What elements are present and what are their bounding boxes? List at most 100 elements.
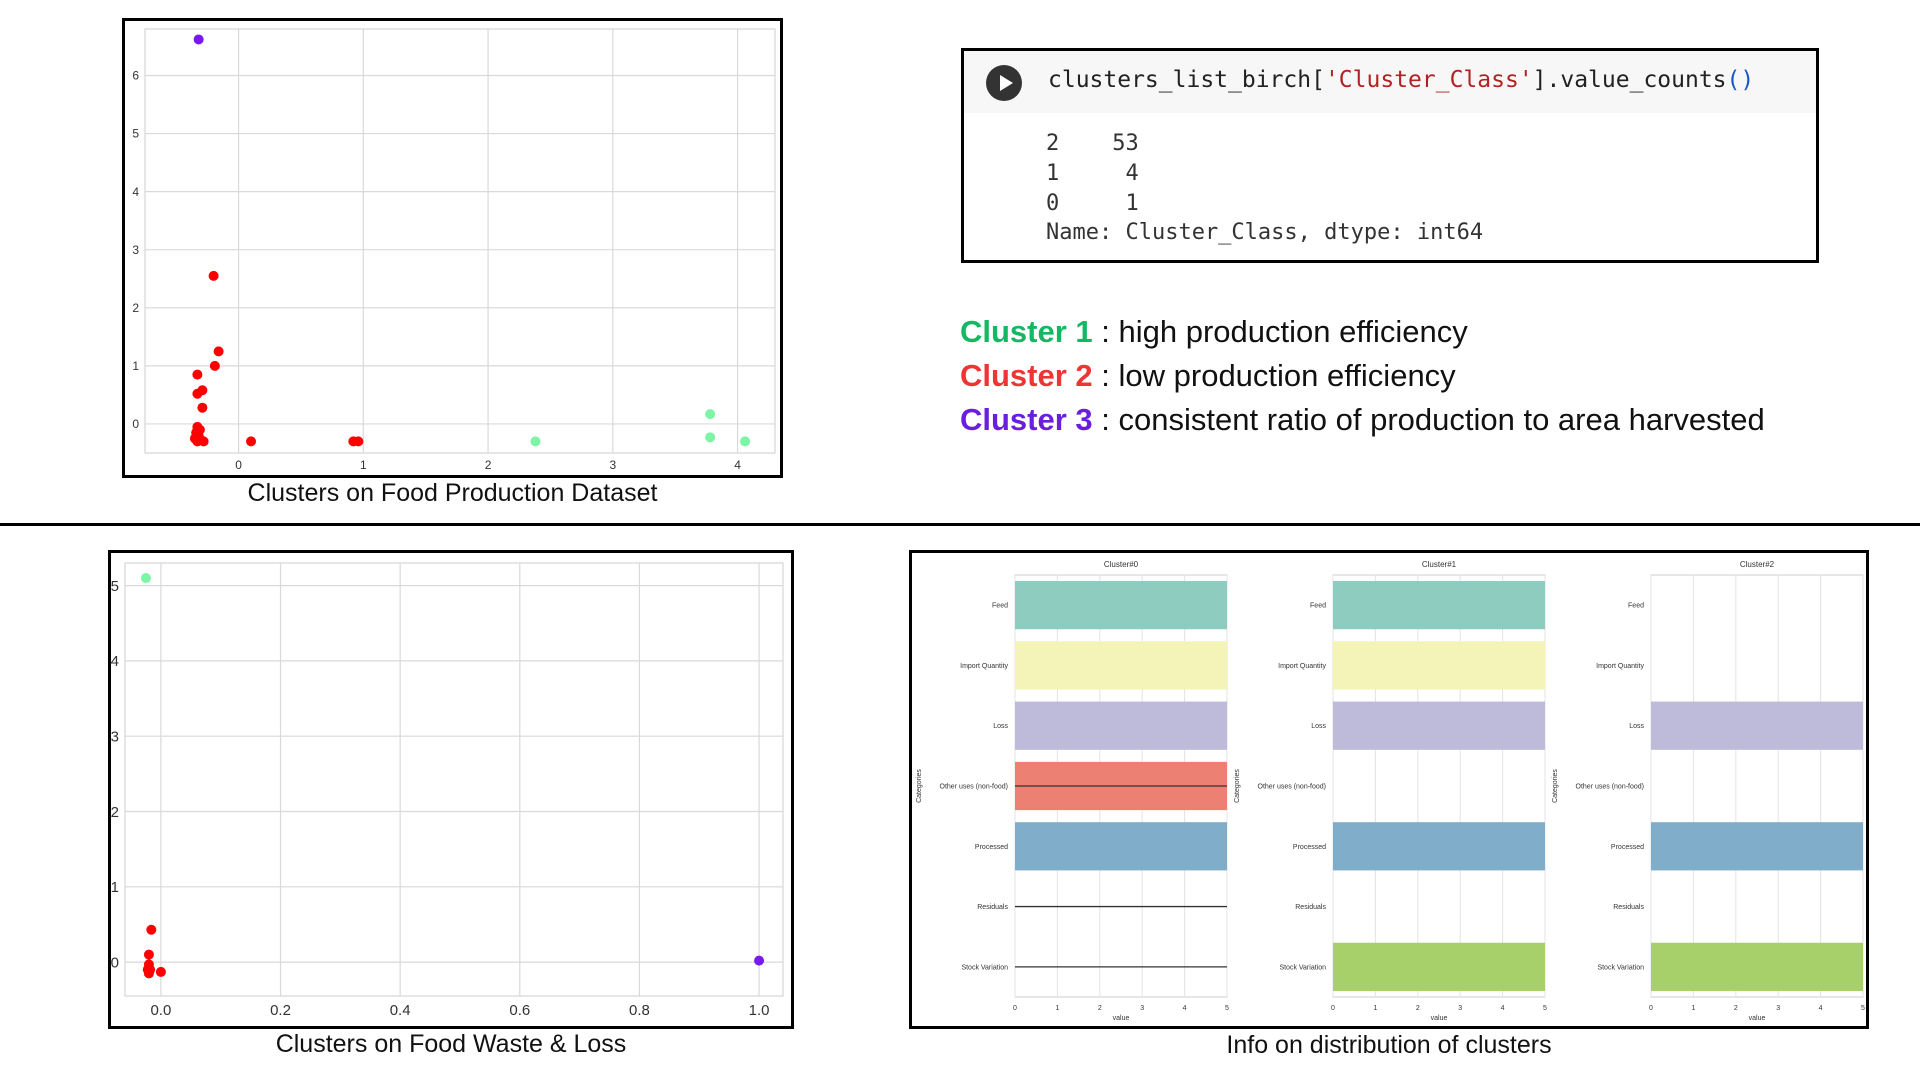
- data-point: [197, 402, 208, 413]
- bar-plot-area: [1332, 574, 1546, 998]
- x-tick-label: 1: [1691, 1005, 1695, 1012]
- x-tick-label: 4: [734, 458, 741, 472]
- data-point: [192, 369, 203, 380]
- distribution-panel: Cluster#0 0 1 2 3 4 5 value Categories Feed Import…: [909, 550, 1869, 1029]
- x-tick-label: 0: [1331, 1005, 1335, 1012]
- bar: [1333, 581, 1545, 630]
- data-point: [145, 964, 156, 975]
- bar: [1333, 822, 1545, 871]
- legend-cluster-1-label: Cluster 1: [960, 314, 1093, 349]
- category-label: Feed: [1310, 603, 1326, 610]
- data-point: [209, 360, 220, 371]
- data-point: [193, 34, 204, 45]
- output-line-2: 1 4: [1046, 161, 1139, 186]
- data-point: [192, 388, 203, 399]
- plot-area: [144, 28, 776, 454]
- x-tick-label: 3: [609, 458, 616, 472]
- output-line-4: Name: Cluster_Class, dtype: int64: [1046, 220, 1484, 245]
- y-tick-label: 2: [132, 301, 139, 315]
- x-tick-label: 0: [1013, 1005, 1017, 1012]
- waste-scatter-panel: 0.0 0.2 0.4 0.6 0.8 1.0 0 1 2 3 4 5: [108, 550, 794, 1029]
- bar: [1333, 701, 1545, 750]
- legend-cluster-3: Cluster 3 : consistent ratio of producti…: [960, 402, 1765, 438]
- x-tick-label: 0: [235, 458, 242, 472]
- category-label: Processed: [1293, 844, 1326, 851]
- category-label: Import Quantity: [960, 663, 1008, 670]
- data-point: [353, 436, 364, 447]
- legend-cluster-3-text: : consistent ratio of production to area…: [1092, 402, 1765, 437]
- data-point: [705, 432, 716, 443]
- distribution-bar-charts: Cluster#0 0 1 2 3 4 5 value Categories Feed Import…: [916, 560, 1865, 1022]
- bar: [1015, 822, 1227, 871]
- x-tick-label: 5: [1543, 1005, 1547, 1012]
- x-tick-label: 3: [1458, 1005, 1462, 1012]
- data-point: [208, 270, 219, 281]
- bar-plot-area: [1650, 574, 1864, 998]
- x-tick-label: 3: [1776, 1005, 1780, 1012]
- y-tick-label: 0: [111, 954, 119, 971]
- panel-title: Cluster#2: [1740, 560, 1775, 569]
- y-tick-label: 4: [111, 653, 119, 670]
- x-tick-label: 2: [1098, 1005, 1102, 1012]
- x-tick-label: 1: [360, 458, 367, 472]
- x-axis-label: value: [1113, 1015, 1130, 1022]
- x-tick-label: 0.4: [390, 1002, 411, 1019]
- bar: [1651, 942, 1863, 991]
- category-label: Stock Variation: [961, 964, 1008, 971]
- section-divider: [0, 523, 1920, 526]
- y-tick-label: 3: [132, 243, 139, 257]
- code-mid: ].value_counts: [1532, 67, 1727, 93]
- category-label: Other uses (non-food): [940, 784, 1008, 791]
- x-tick-label: 5: [1861, 1005, 1865, 1012]
- data-point: [140, 573, 151, 584]
- bar: [1333, 942, 1545, 991]
- code-parens: (): [1726, 67, 1755, 93]
- panel-title: Cluster#1: [1422, 560, 1457, 569]
- code-line: clusters_list_birch['Cluster_Class'].val…: [1048, 67, 1754, 93]
- y-tick-label: 6: [132, 69, 139, 83]
- category-label: Stock Variation: [1597, 964, 1644, 971]
- bar: [1651, 822, 1863, 871]
- x-tick-label: 0.8: [629, 1002, 650, 1019]
- y-tick-label: 3: [111, 728, 119, 745]
- production-caption: Clusters on Food Production Dataset: [247, 479, 658, 507]
- category-label: Loss: [993, 723, 1008, 730]
- x-tick-label: 0.2: [270, 1002, 291, 1019]
- legend-cluster-2-text: : low production efficiency: [1092, 358, 1456, 393]
- category-label: Stock Variation: [1279, 964, 1326, 971]
- run-cell-button[interactable]: [986, 65, 1022, 101]
- y-axis-label: Categories: [1552, 769, 1559, 803]
- category-label: Feed: [992, 603, 1008, 610]
- legend-cluster-3-label: Cluster 3: [960, 402, 1093, 437]
- plot-area: [124, 562, 784, 997]
- bar: [1015, 581, 1227, 630]
- y-tick-label: 5: [132, 127, 139, 141]
- category-label: Residuals: [1295, 904, 1326, 911]
- y-tick-label: 4: [132, 185, 139, 199]
- data-point: [213, 346, 224, 357]
- bar: [1651, 701, 1863, 750]
- bar: [1333, 641, 1545, 690]
- y-tick-label: 5: [111, 578, 119, 595]
- legend-cluster-1-text: : high production efficiency: [1092, 314, 1468, 349]
- category-label: Processed: [975, 844, 1008, 851]
- y-axis-label: Categories: [916, 769, 923, 803]
- legend-cluster-2: Cluster 2 : low production efficiency: [960, 358, 1456, 394]
- data-point: [754, 955, 765, 966]
- x-tick-label: 1.0: [749, 1002, 770, 1019]
- x-tick-label: 1: [1055, 1005, 1059, 1012]
- x-tick-label: 0.0: [150, 1002, 171, 1019]
- data-point: [143, 949, 154, 960]
- bar: [1015, 641, 1227, 690]
- x-tick-label: 2: [485, 458, 492, 472]
- y-axis-label: Categories: [1234, 769, 1241, 803]
- category-label: Residuals: [977, 904, 1008, 911]
- code-input-area: clusters_list_birch['Cluster_Class'].val…: [964, 51, 1816, 113]
- output-line-3: 0 1: [1046, 191, 1139, 216]
- category-label: Residuals: [1613, 904, 1644, 911]
- waste-scatter-chart: 0.0 0.2 0.4 0.6 0.8 1.0 0 1 2 3 4 5: [111, 562, 784, 1019]
- waste-caption: Clusters on Food Waste & Loss: [275, 1030, 627, 1058]
- production-scatter-chart: 0 1 2 3 4 0 1 2 3 4 5 6: [132, 28, 776, 472]
- data-point: [740, 436, 751, 447]
- code-string: 'Cluster_Class': [1324, 67, 1533, 93]
